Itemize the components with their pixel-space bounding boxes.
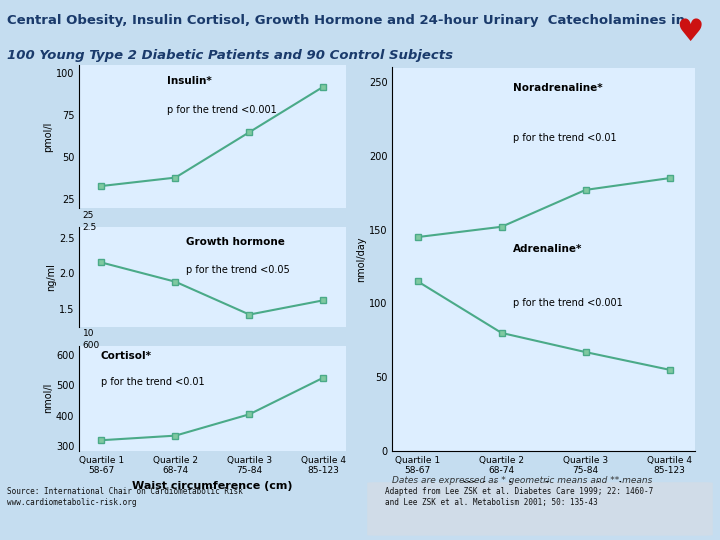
Text: Central Obesity, Insulin Cortisol, Growth Hormone and 24-hour Urinary  Catechola: Central Obesity, Insulin Cortisol, Growt… [6,14,685,27]
Text: Cortisol*: Cortisol* [101,351,151,361]
Text: p for the trend <0.01: p for the trend <0.01 [101,377,204,387]
FancyBboxPatch shape [367,482,713,536]
Text: Source: International Chair on Cardiometabolic Risk
www.cardiometabolic-risk.org: Source: International Chair on Cardiomet… [7,487,243,507]
Text: p for the trend <0.001: p for the trend <0.001 [167,105,277,115]
Y-axis label: ng/ml: ng/ml [46,263,56,291]
Y-axis label: nmol/day: nmol/day [356,237,366,282]
Text: 10: 10 [83,329,94,338]
Text: 2.5: 2.5 [83,224,97,232]
Text: Adapted from Lee ZSK et al. Diabetes Care 1999; 22: 1460-7
and Lee ZSK et al. Me: Adapted from Lee ZSK et al. Diabetes Car… [385,487,654,507]
Text: 25: 25 [83,212,94,220]
Text: ♥: ♥ [676,18,703,47]
Y-axis label: pmol/l: pmol/l [43,121,53,152]
Text: p for the trend <0.01: p for the trend <0.01 [513,133,617,143]
X-axis label: Waist circumference (cm): Waist circumference (cm) [464,481,624,491]
Text: Dates are expressed as * geometric means and ** means: Dates are expressed as * geometric means… [392,476,653,485]
Text: p for the trend <0.05: p for the trend <0.05 [186,265,289,275]
Text: 600: 600 [83,341,100,349]
Text: Adrenaline*: Adrenaline* [513,244,582,254]
Text: Insulin*: Insulin* [167,76,212,86]
Y-axis label: nmol/l: nmol/l [43,383,53,414]
Text: Noradrenaline*: Noradrenaline* [513,83,603,93]
Text: p for the trend <0.001: p for the trend <0.001 [513,298,623,308]
Text: 100 Young Type 2 Diabetic Patients and 90 Control Subjects: 100 Young Type 2 Diabetic Patients and 9… [6,49,453,62]
X-axis label: Waist circumference (cm): Waist circumference (cm) [132,481,292,491]
Text: Growth hormone: Growth hormone [186,237,284,247]
